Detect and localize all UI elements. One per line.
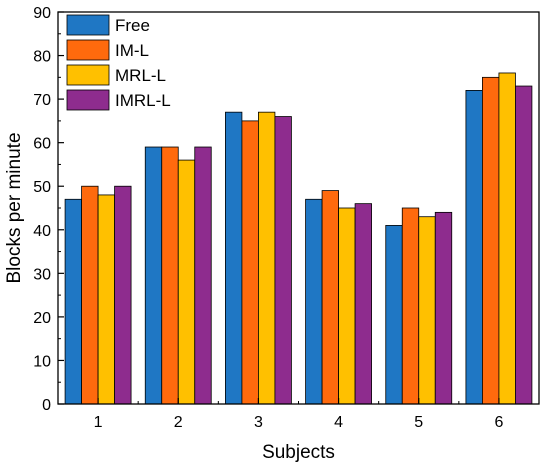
bar xyxy=(64,198,82,405)
bar xyxy=(97,194,115,405)
bar xyxy=(338,207,356,405)
x-tick-label: 5 xyxy=(414,414,423,431)
bar xyxy=(321,190,339,405)
x-tick-label: 1 xyxy=(94,414,103,431)
legend-label: MRL-L xyxy=(115,66,166,85)
bar xyxy=(241,120,259,405)
y-tick-label: 40 xyxy=(33,223,51,240)
legend-swatch xyxy=(66,89,110,111)
bar xyxy=(114,185,132,405)
x-axis-label: Subjects xyxy=(262,442,335,463)
y-tick-label: 60 xyxy=(33,136,51,153)
bar xyxy=(515,85,533,405)
bar xyxy=(401,207,420,405)
y-tick-label: 70 xyxy=(33,92,51,109)
y-tick-label: 50 xyxy=(33,179,51,196)
y-tick-label: 0 xyxy=(42,397,51,414)
y-tick-label: 30 xyxy=(33,266,51,283)
y-axis: 0 10 20 30 40 50 60 70 80 90 xyxy=(33,5,64,414)
x-tick-label: 3 xyxy=(254,414,263,431)
y-tick-label: 90 xyxy=(33,5,51,22)
bar xyxy=(434,211,453,405)
bar xyxy=(225,111,243,405)
bar xyxy=(482,76,500,405)
y-axis-label: Blocks per minute xyxy=(4,132,25,283)
bar xyxy=(161,146,179,405)
bar xyxy=(177,159,196,405)
y-tick-label: 80 xyxy=(33,49,51,66)
bar xyxy=(498,72,516,405)
legend-label: Free xyxy=(115,16,150,35)
bar xyxy=(274,116,292,405)
legend-label: IMRL-L xyxy=(115,91,171,110)
bar xyxy=(354,203,372,405)
x-axis: 1 2 3 4 5 6 xyxy=(94,398,503,431)
legend-swatch xyxy=(66,64,110,86)
bar xyxy=(194,146,212,405)
bar xyxy=(144,146,163,405)
bar xyxy=(418,216,436,405)
legend: Free IM-L MRL-L IMRL-L xyxy=(66,14,171,111)
x-tick-label: 2 xyxy=(174,414,183,431)
bar xyxy=(305,198,323,405)
bar xyxy=(465,90,483,405)
bar xyxy=(385,225,403,405)
legend-swatch xyxy=(66,14,110,36)
bars-layer xyxy=(64,72,533,405)
y-tick-label: 20 xyxy=(33,310,51,327)
bar xyxy=(81,185,99,405)
x-tick-label: 6 xyxy=(494,414,503,431)
y-tick-label: 10 xyxy=(33,353,51,370)
bar xyxy=(258,111,276,405)
legend-label: IM-L xyxy=(115,41,149,60)
legend-swatch xyxy=(66,39,110,61)
x-tick-label: 4 xyxy=(334,414,343,431)
